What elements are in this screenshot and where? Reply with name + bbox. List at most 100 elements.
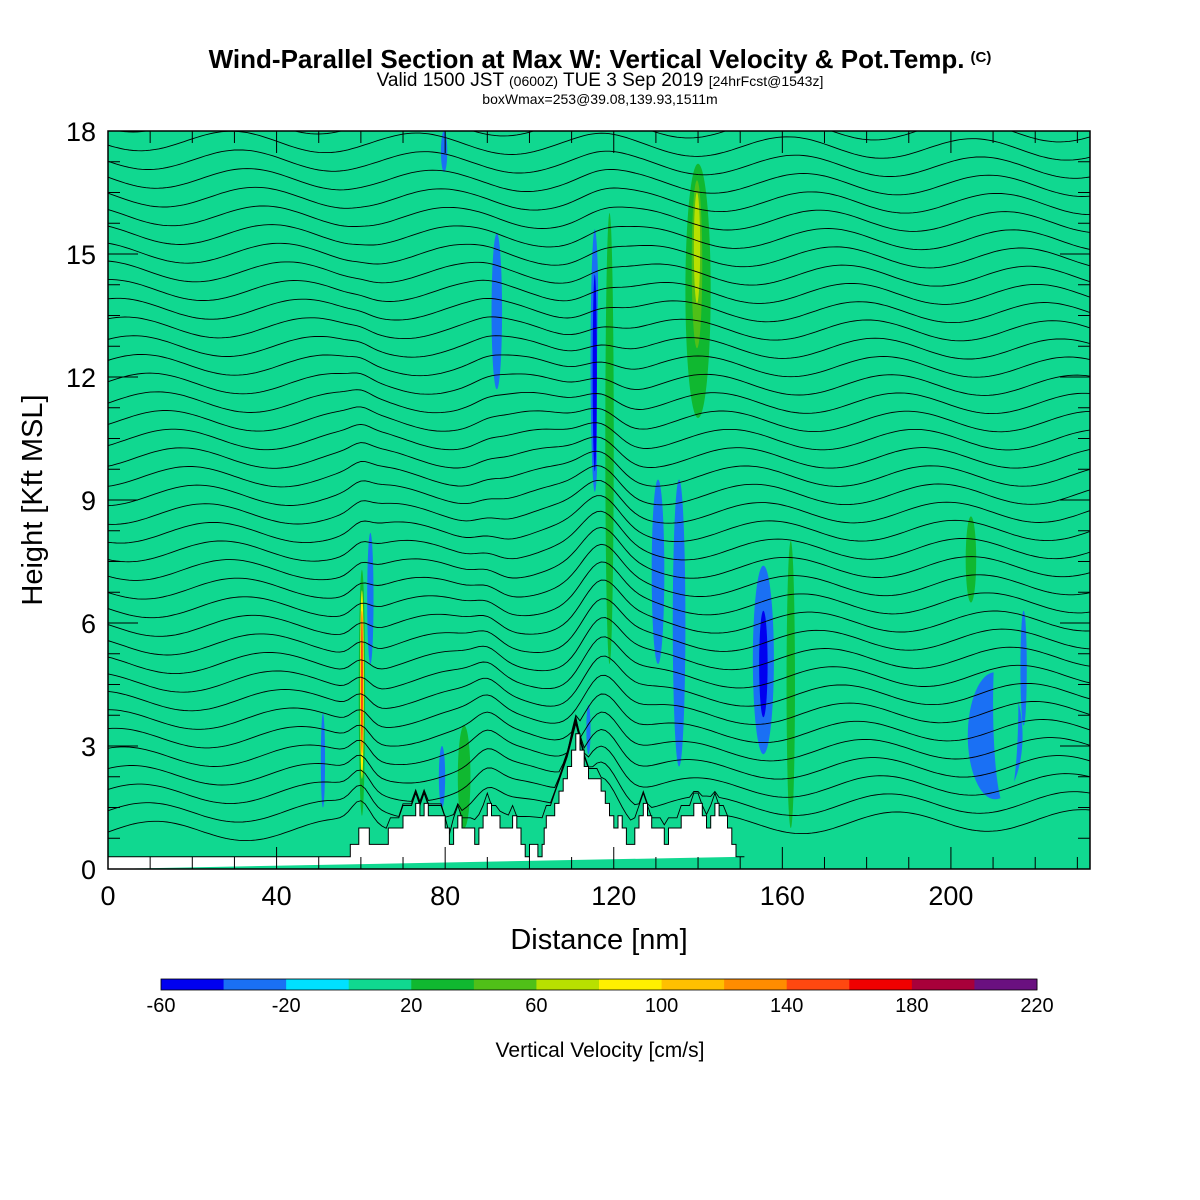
colorbar-swatch bbox=[661, 979, 725, 990]
axes: 0 40 80 120 160 200 0 3 6 9 12 15 18 Distance [nm] Hei… bbox=[17, 117, 1090, 956]
field-cell-9 bbox=[320, 713, 326, 808]
isentrope-16 bbox=[108, 495, 1090, 544]
y-tick-label: 3 bbox=[81, 732, 96, 762]
field-cell-22 bbox=[605, 213, 614, 664]
x-tick-label: 80 bbox=[430, 881, 460, 911]
field-cell-14 bbox=[495, 623, 513, 746]
isentrope-34 bbox=[108, 186, 1090, 216]
colorbar-tick-label: 140 bbox=[770, 995, 803, 1017]
isentrope-6 bbox=[108, 674, 1090, 730]
y-tick-label: 12 bbox=[66, 363, 96, 393]
x-tick-label: 120 bbox=[591, 881, 636, 911]
isentrope-33 bbox=[108, 205, 1090, 233]
field-cell-24 bbox=[630, 500, 648, 705]
x-tick-label: 40 bbox=[262, 881, 292, 911]
chart-title-suffix: (C) bbox=[970, 49, 992, 66]
colorbar-swatch bbox=[161, 979, 225, 990]
field-cell-8 bbox=[367, 532, 374, 665]
isentrope-36 bbox=[108, 149, 1090, 179]
isentrope-4 bbox=[108, 711, 1090, 767]
field-cell-31 bbox=[719, 131, 736, 377]
field-cell-7 bbox=[360, 610, 363, 755]
field-cell-35 bbox=[786, 541, 795, 828]
field-cell-42 bbox=[965, 516, 977, 603]
box-info: boxWmax=253@39.08,139.93,1511m bbox=[482, 91, 718, 107]
colorbar-swatch bbox=[536, 979, 600, 990]
isentrope-1 bbox=[108, 721, 1090, 823]
field-cell-46 bbox=[1035, 213, 1078, 500]
isentrope-40 bbox=[108, 75, 1090, 105]
field-cell-15 bbox=[521, 487, 547, 664]
isentrope-22 bbox=[108, 406, 1090, 433]
isentrope-25 bbox=[108, 353, 1090, 378]
colorbar-swatch bbox=[849, 979, 913, 990]
isentrope-35 bbox=[108, 168, 1090, 197]
field-cell-53 bbox=[782, 131, 909, 254]
field-cell-0 bbox=[108, 262, 142, 459]
colorbar-swatch bbox=[223, 979, 287, 990]
colorbar-label: Vertical Velocity [cm/s] bbox=[496, 1039, 705, 1062]
isentrope-24 bbox=[108, 372, 1090, 396]
chart-title-main: Wind-Parallel Section at Max W: Vertical… bbox=[208, 44, 965, 74]
x-tick-label: 0 bbox=[100, 881, 115, 911]
y-tick-label: 18 bbox=[66, 117, 96, 147]
isentrope-32 bbox=[108, 224, 1090, 251]
forecast-info: [24hrFcst@1543z] bbox=[708, 73, 824, 89]
colorbar-tick-label: -60 bbox=[147, 995, 176, 1017]
isentrope-20 bbox=[108, 436, 1090, 469]
field-cell-39 bbox=[883, 418, 918, 705]
colorbar-frame bbox=[160, 978, 1038, 991]
isentrope-layer bbox=[108, 56, 1090, 842]
colorbar-swatch bbox=[348, 979, 412, 990]
isentrope-31 bbox=[108, 242, 1090, 269]
colorbar-swatch bbox=[974, 979, 1038, 990]
field-cell-40 bbox=[917, 131, 943, 582]
field-cell-44 bbox=[993, 598, 1019, 808]
isentrope-7 bbox=[108, 655, 1090, 712]
y-axis-label: Height [Kft MSL] bbox=[17, 394, 49, 605]
isentrope-18 bbox=[108, 465, 1090, 507]
field-cell-23 bbox=[586, 705, 591, 755]
field-cell-20 bbox=[592, 274, 597, 472]
isentrope-41 bbox=[108, 56, 1090, 87]
colorbar-swatch bbox=[911, 979, 975, 990]
valid-time: Valid 1500 JST bbox=[376, 70, 504, 91]
field-cell-48 bbox=[108, 746, 142, 853]
field-cell-2 bbox=[200, 672, 235, 808]
field-cell-18 bbox=[440, 131, 448, 172]
y-tick-label: 15 bbox=[66, 240, 96, 270]
field-cell-17 bbox=[491, 233, 503, 390]
isentrope-26 bbox=[108, 335, 1090, 360]
colorbar-tick-label: 180 bbox=[895, 995, 928, 1017]
field-cell-45 bbox=[1020, 610, 1027, 726]
chart-subtitle: Valid 1500 JST (0600Z) TUE 3 Sep 2019 [2… bbox=[0, 70, 1200, 92]
x-axis-label: Distance [nm] bbox=[510, 924, 687, 956]
isentrope-37 bbox=[108, 131, 1090, 161]
isentrope-29 bbox=[108, 279, 1090, 305]
colorbar-swatch bbox=[411, 979, 475, 990]
field-cell-36 bbox=[803, 295, 833, 623]
valid-time-z: (0600Z) bbox=[509, 73, 559, 89]
x-tick-label: 200 bbox=[928, 881, 973, 911]
valid-date: TUE 3 Sep 2019 bbox=[562, 70, 704, 91]
terrain bbox=[108, 733, 745, 869]
y-tick-label: 9 bbox=[81, 486, 96, 516]
colorbar-swatch bbox=[724, 979, 788, 990]
isentrope-11 bbox=[108, 579, 1090, 637]
field-cell-3 bbox=[327, 459, 345, 705]
colorbar-tick-label: 100 bbox=[645, 995, 678, 1017]
colorbar-tick-label: 220 bbox=[1020, 995, 1053, 1017]
field-cell-52 bbox=[841, 746, 876, 857]
field-cell-16 bbox=[440, 295, 454, 521]
chart-title: Wind-Parallel Section at Max W: Vertical… bbox=[0, 44, 1200, 75]
isentrope-2 bbox=[108, 720, 1090, 805]
isentrope-23 bbox=[108, 389, 1090, 415]
field-cell-54 bbox=[950, 131, 1090, 234]
colorbar-swatch bbox=[286, 979, 350, 990]
field-cell-26 bbox=[672, 479, 686, 767]
colorbar-tick-label: 60 bbox=[525, 995, 547, 1017]
isentrope-5 bbox=[108, 693, 1090, 749]
isentrope-3 bbox=[108, 718, 1090, 786]
isentrope-39 bbox=[108, 94, 1090, 124]
